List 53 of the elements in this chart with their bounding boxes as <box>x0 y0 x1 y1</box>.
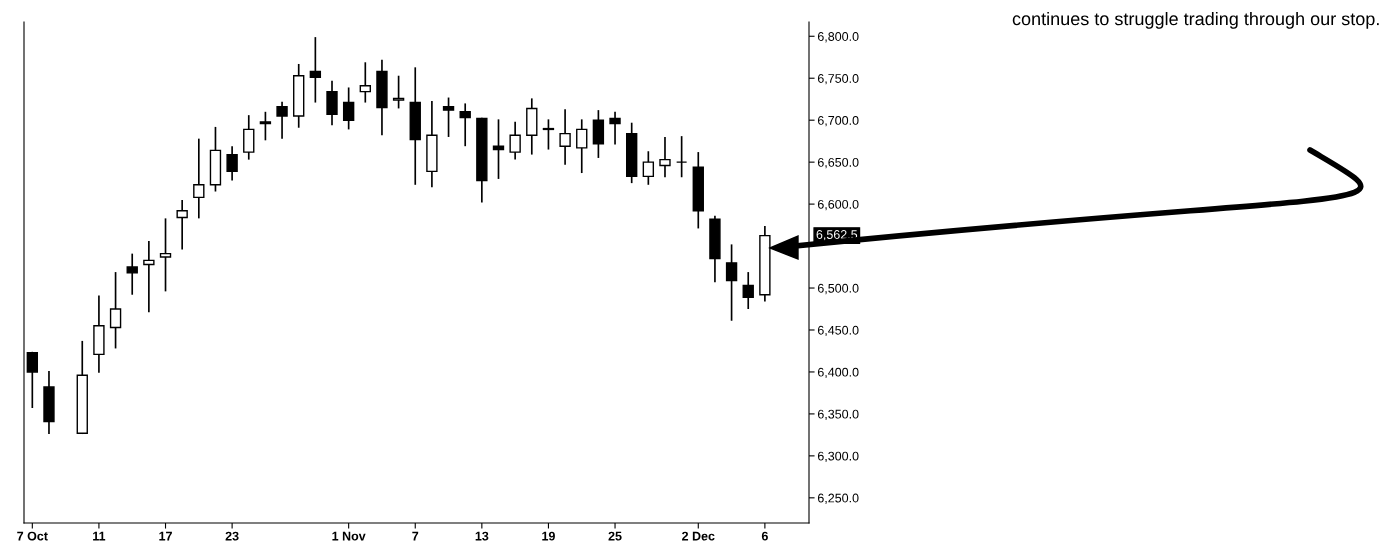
candlestick <box>659 136 671 178</box>
y-tick-label: 6,700.0 <box>817 115 859 127</box>
y-tick-label: 6,600.0 <box>817 199 859 211</box>
x-tick-label: 1 Nov <box>332 531 366 541</box>
candlestick <box>675 136 688 178</box>
x-tick-label: 23 <box>225 531 239 541</box>
candlestick <box>193 138 205 219</box>
candlestick <box>309 37 322 103</box>
x-tick-label: 7 Oct <box>17 531 48 541</box>
candlestick <box>559 109 571 165</box>
candlestick <box>259 111 272 141</box>
candlestick <box>542 119 555 150</box>
candlestick <box>359 62 371 103</box>
x-tick-label: 25 <box>608 531 622 541</box>
candlestick <box>243 115 255 160</box>
candlestick <box>159 218 172 292</box>
x-tick-label: 7 <box>412 531 419 541</box>
candlestick <box>725 244 738 321</box>
y-tick-label: 6,450.0 <box>817 325 859 337</box>
candlestick <box>143 241 155 313</box>
y-tick-label: 6,800.0 <box>817 32 859 43</box>
candlestick <box>109 272 122 349</box>
y-tick-label: 6,750.0 <box>817 74 859 85</box>
candlestick <box>276 101 288 139</box>
x-tick-label: 17 <box>159 531 172 541</box>
y-tick-label: 6,500.0 <box>817 283 859 295</box>
y-tick-label: 6,250.0 <box>817 493 859 504</box>
candlestick <box>226 146 238 181</box>
y-tick-label: 6,350.0 <box>817 409 859 421</box>
x-tick-label: 11 <box>93 531 106 541</box>
x-tick-label: 19 <box>542 531 555 541</box>
candlestick <box>609 111 621 145</box>
candlestick <box>26 351 39 409</box>
candlestick <box>576 119 588 174</box>
candlestick <box>176 199 188 250</box>
candlestick <box>342 87 355 130</box>
candlestick <box>459 103 471 147</box>
text: 6,562.5 <box>816 230 858 241</box>
text: continues to struggle trading through our stop. <box>1012 12 1379 29</box>
candlestick <box>392 75 405 109</box>
candlestick <box>326 80 338 126</box>
candlestick <box>126 253 138 295</box>
candlestick <box>509 121 521 160</box>
candlestick <box>742 272 754 310</box>
y-tick-label: 6,400.0 <box>817 367 859 379</box>
x-tick-label: 2 Dec <box>682 531 715 541</box>
candlestick <box>592 110 605 158</box>
candlestick <box>642 151 655 185</box>
x-tick-label: 6 <box>761 531 768 541</box>
candlestick <box>442 97 455 137</box>
y-tick-label: 6,650.0 <box>817 157 859 169</box>
y-tick-label: 6,300.0 <box>817 451 859 462</box>
x-tick-label: 13 <box>475 531 489 541</box>
